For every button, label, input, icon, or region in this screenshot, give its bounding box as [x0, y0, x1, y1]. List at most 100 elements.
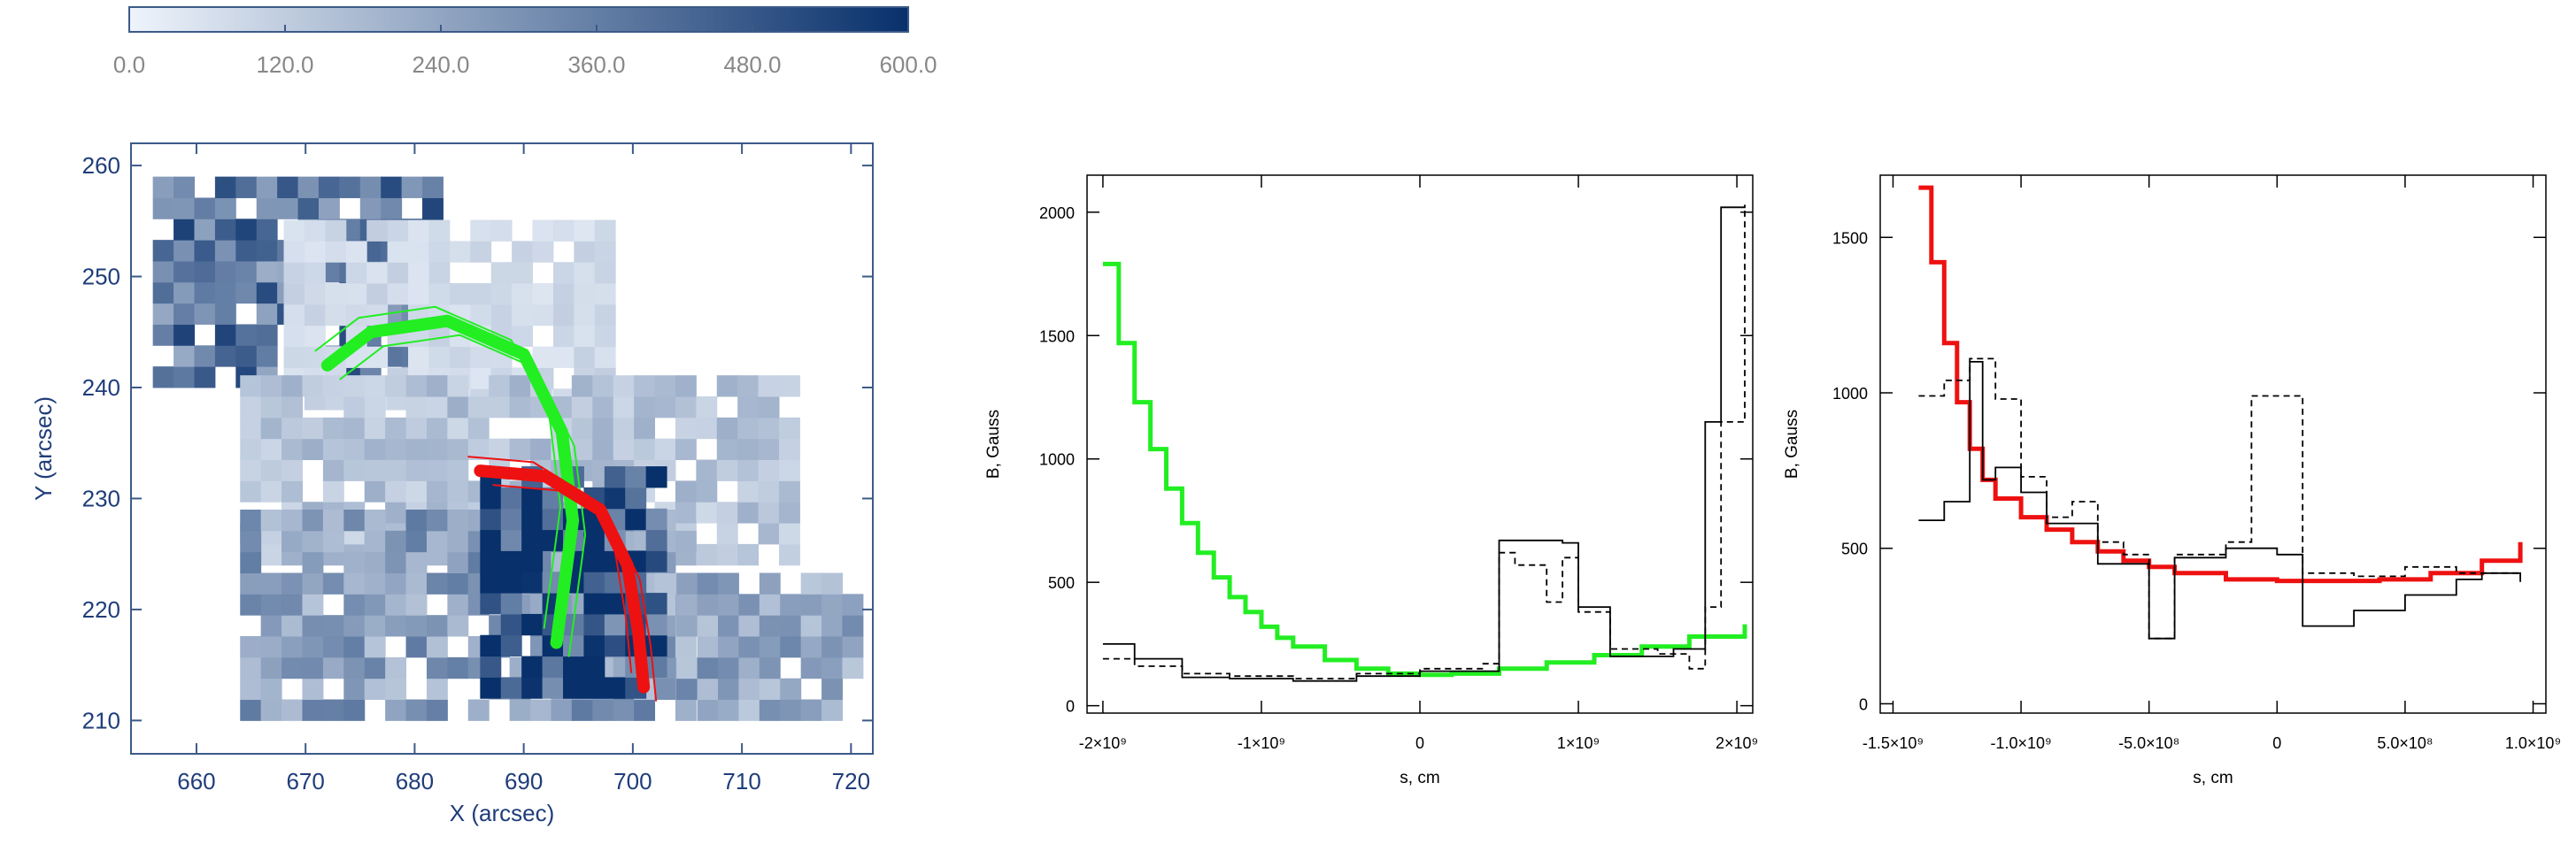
heatmap-cell: [426, 396, 448, 418]
heatmap-cell: [532, 241, 554, 263]
heatmap-cell: [737, 459, 760, 481]
heatmap-cell: [675, 417, 697, 440]
heatmap-cell: [738, 699, 760, 721]
heatmap-cell: [563, 634, 584, 657]
heatmap-cell: [322, 459, 344, 481]
heatmap-cell: [345, 283, 367, 305]
plot3-xtick-label: -5.0×10⁸: [2118, 734, 2179, 752]
heatmap-cell: [613, 417, 635, 440]
heatmap-cell: [256, 240, 278, 262]
heatmap-cell: [428, 346, 451, 368]
heatmap-cell: [364, 530, 386, 553]
heatmap-cell: [302, 530, 324, 553]
heatmap-cell: [447, 396, 469, 418]
heatmap-cell: [480, 656, 502, 678]
heatmap-cell: [592, 438, 614, 461]
heatmap-cell: [152, 197, 174, 219]
heatmap-cell: [322, 375, 344, 397]
heatmap-cell: [480, 487, 502, 510]
heatmap-cell: [194, 345, 216, 367]
heatmap-cell: [800, 699, 822, 721]
heatmap-cell: [574, 346, 596, 368]
map-xlabel: X (arcsec): [450, 800, 554, 826]
heatmap-cell: [490, 219, 513, 242]
heatmap-cell: [480, 677, 502, 699]
heatmap-cell: [480, 508, 502, 531]
heatmap-cell: [447, 551, 469, 574]
heatmap-cell: [625, 508, 647, 531]
heatmap-cell: [194, 197, 216, 219]
heatmap-cell: [385, 551, 407, 574]
heatmap-cell: [758, 459, 780, 481]
heatmap-cell: [500, 487, 522, 510]
heatmap-cell: [480, 550, 502, 572]
heatmap-cell: [583, 593, 605, 615]
heatmap-cell: [214, 345, 236, 367]
heatmap-cell: [800, 572, 822, 595]
heatmap-cell: [385, 678, 407, 701]
heatmap-cell: [676, 594, 698, 616]
heatmap-cell: [470, 219, 492, 242]
heatmap-cell: [676, 678, 698, 701]
heatmap-cell: [604, 593, 626, 615]
heatmap-cell: [696, 396, 718, 418]
heatmap-cell: [152, 324, 174, 346]
map-xtick-label: 710: [722, 768, 760, 794]
heatmap-cell: [489, 438, 511, 461]
map-xtick-label: 670: [286, 768, 324, 794]
heatmap-cell: [426, 459, 448, 481]
heatmap-cell: [532, 283, 554, 305]
heatmap-cell: [318, 176, 340, 198]
heatmap-cell: [449, 283, 471, 305]
heatmap-cell: [697, 636, 719, 658]
heatmap-cell: [500, 529, 522, 551]
heatmap-cell: [385, 417, 407, 440]
heatmap-cell: [426, 615, 448, 637]
heatmap-cell: [759, 572, 781, 595]
heatmap-cell: [343, 551, 366, 574]
heatmap-cell: [490, 303, 513, 326]
heatmap-cell: [490, 262, 513, 284]
heatmap-cell: [574, 241, 596, 263]
heatmap-cell: [645, 529, 667, 551]
heatmap-cell: [500, 613, 522, 636]
heatmap-cell: [408, 346, 429, 368]
heatmap-cell: [387, 241, 409, 263]
map-ytick-label: 220: [82, 596, 120, 623]
heatmap-cell: [322, 656, 344, 679]
heatmap-cell: [512, 241, 534, 263]
heatmap-cell: [594, 283, 616, 305]
heatmap-cell: [571, 375, 593, 397]
heatmap-cell: [779, 502, 800, 524]
heatmap-cell: [214, 324, 236, 346]
heatmap-cell: [574, 325, 596, 348]
heatmap-cell: [613, 396, 635, 418]
heatmap-cell: [260, 438, 282, 461]
heatmap-cell: [737, 417, 760, 440]
colorbar-tick-label: 360.0: [567, 51, 625, 78]
heatmap-cell: [571, 417, 593, 440]
heatmap-cell: [364, 572, 386, 595]
heatmap-cell: [779, 417, 800, 440]
heatmap-cell: [240, 572, 262, 595]
heatmap-cell: [235, 219, 258, 241]
heatmap-cell: [405, 636, 428, 658]
heatmap-cell: [282, 438, 303, 461]
heatmap-cell: [645, 508, 667, 531]
heatmap-cell: [842, 594, 864, 616]
heatmap-cell: [842, 656, 864, 679]
heatmap-cell: [174, 366, 195, 388]
heatmap-cell: [737, 543, 760, 566]
heatmap-cell: [594, 262, 616, 284]
heatmap-cell: [738, 678, 760, 701]
plot3-ytick-label: 1500: [1832, 229, 1868, 247]
heatmap-cell: [645, 613, 667, 636]
heatmap-cell: [302, 438, 324, 461]
heatmap-cell: [613, 375, 635, 397]
heatmap-cell: [408, 262, 429, 284]
heatmap-cell: [364, 417, 386, 440]
heatmap-cell: [366, 346, 389, 368]
heatmap-cell: [604, 613, 626, 636]
heatmap-cell: [571, 396, 593, 418]
heatmap-cell: [675, 480, 697, 503]
